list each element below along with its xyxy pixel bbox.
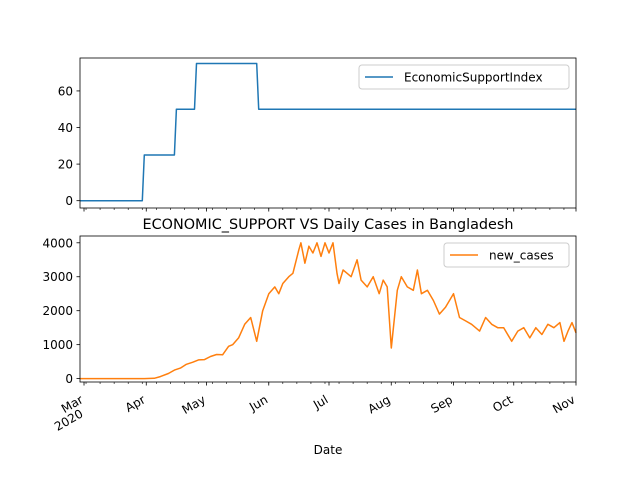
bottom-y-ticks: 0 1000 2000 3000 4000: [42, 236, 80, 386]
y-tick-label: 3000: [42, 270, 73, 284]
series-line-economicsupportindex: [80, 62, 576, 202]
bottom-legend-box: [443, 242, 570, 268]
axes-frame: [79, 235, 577, 383]
y-tick-label: 40: [58, 121, 73, 135]
top-y-ticks: 0 20 40 60: [58, 84, 80, 208]
axes-frame: [79, 57, 577, 209]
top-x-ticks: [83, 208, 577, 212]
top-legend: EconomicSupportIndex: [358, 64, 570, 90]
bottom-legend: new_cases: [443, 242, 570, 268]
bottom-plot-area: [79, 235, 577, 383]
top-legend-label: EconomicSupportIndex: [404, 71, 543, 85]
x-axis-label: Date: [314, 443, 343, 457]
y-tick-label: 4000: [42, 236, 73, 250]
y-tick-label: 60: [58, 84, 73, 98]
y-tick-label: 1000: [42, 338, 73, 352]
bottom-legend-label: new_cases: [489, 249, 554, 263]
y-tick-label: 20: [58, 158, 73, 172]
chart-title: ECONOMIC_SUPPORT VS Daily Cases in Bangl…: [142, 217, 513, 233]
x-tick-label: Jul: [310, 392, 330, 412]
y-tick-label: 2000: [42, 304, 73, 318]
series-line-new_cases: [80, 242, 577, 380]
y-tick-label: 0: [65, 372, 73, 386]
top-axes: 0 20 40 60 EconomicSupportIndex: [58, 57, 577, 212]
y-tick-label: 0: [65, 194, 73, 208]
top-plot-area: [79, 57, 577, 209]
top-legend-box: [358, 64, 570, 90]
